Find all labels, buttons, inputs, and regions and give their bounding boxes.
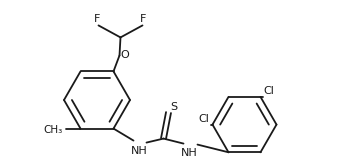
Text: Cl: Cl — [264, 86, 274, 96]
Text: NH: NH — [181, 148, 198, 158]
Text: F: F — [140, 14, 147, 24]
Text: O: O — [121, 50, 129, 60]
Text: F: F — [94, 14, 101, 24]
Text: Cl: Cl — [199, 114, 209, 124]
Text: S: S — [170, 102, 178, 112]
Text: CH₃: CH₃ — [43, 125, 62, 135]
Text: NH: NH — [131, 146, 148, 156]
